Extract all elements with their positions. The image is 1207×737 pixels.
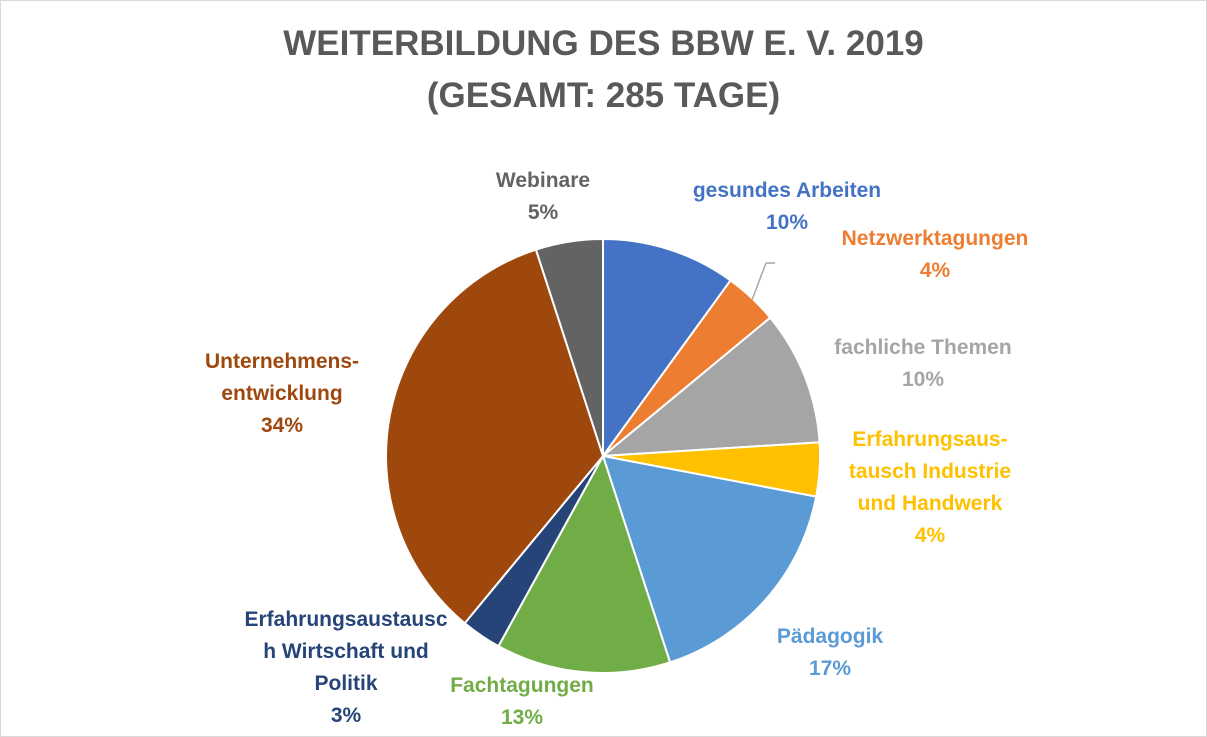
data-label-category: Politik xyxy=(314,672,378,695)
pie-slice-webinare xyxy=(534,237,604,457)
data-label-netzwerktagungen: Netzwerktagungen 4% xyxy=(785,223,1085,287)
data-label-value: 4% xyxy=(914,524,946,547)
data-label-category: Webinare xyxy=(495,169,591,192)
pie-slices xyxy=(385,237,821,674)
data-label-category: Fachtagungen xyxy=(450,674,594,697)
data-label-fachliche-themen: fachliche Themen 10% xyxy=(773,332,1073,396)
data-label-value: 17% xyxy=(808,657,852,680)
data-label-category: Erfahrungsaustausc xyxy=(244,608,448,631)
data-label-category: tausch Industrie xyxy=(848,460,1012,483)
data-label-fachtagungen: Fachtagungen 13% xyxy=(372,670,672,734)
chart-title-line-2: (GESAMT: 285 TAGE) xyxy=(426,76,781,115)
data-label-paedagogik: Pädagogik 17% xyxy=(680,621,980,685)
data-label-webinare: Webinare 5% xyxy=(393,165,693,229)
data-label-gesundes-arbeiten: gesundes Arbeiten 10% xyxy=(637,175,937,239)
pie-slice-fachtagungen xyxy=(497,453,672,674)
data-label-value: 13% xyxy=(500,706,544,729)
leader-line-netzwerktagungen xyxy=(751,262,767,301)
data-label-category: fachliche Themen xyxy=(834,336,1012,359)
data-label-category: h Wirtschaft und xyxy=(263,640,429,663)
data-label-category: Unternehmens- xyxy=(204,350,360,373)
data-label-category: gesundes Arbeiten xyxy=(692,179,882,202)
pie-slice-unternehmens-entwicklung xyxy=(385,248,605,625)
pie-slice-paedagogik xyxy=(601,454,818,664)
data-label-unternehmens-entwicklung: Unternehmens-entwicklung 34% xyxy=(132,346,432,442)
data-label-category: entwicklung xyxy=(221,382,343,405)
data-label-value: 10% xyxy=(765,211,809,234)
data-label-erfahrungsaustausc-h-wirtschaft-und-politik: Erfahrungsaustausc h Wirtschaft und Politi… xyxy=(196,604,496,732)
chart-title-line-1: WEITERBILDUNG DES BBW E. V. 2019 xyxy=(283,24,924,63)
data-label-value: 3% xyxy=(330,704,362,727)
data-label-erfahrungsaus-tausch-industrie-und-handwerk: Erfahrungsaus-tausch Industrie und Handwe… xyxy=(780,424,1080,552)
data-label-value: 5% xyxy=(527,201,559,224)
chart-title: WEITERBILDUNG DES BBW E. V. 2019 (GESAMT… xyxy=(0,18,1207,122)
pie-slice-gesundes-arbeiten xyxy=(602,237,732,460)
data-label-category: Erfahrungsaus- xyxy=(852,428,1008,451)
data-label-value: 10% xyxy=(901,368,945,391)
data-label-value: 4% xyxy=(919,259,951,282)
data-label-value: 34% xyxy=(260,414,304,437)
pie-slice-fachliche-themen xyxy=(599,316,821,458)
data-label-category: Pädagogik xyxy=(776,625,884,648)
data-label-category: Netzwerktagungen xyxy=(841,227,1029,250)
data-label-category: und Handwerk xyxy=(857,492,1003,515)
